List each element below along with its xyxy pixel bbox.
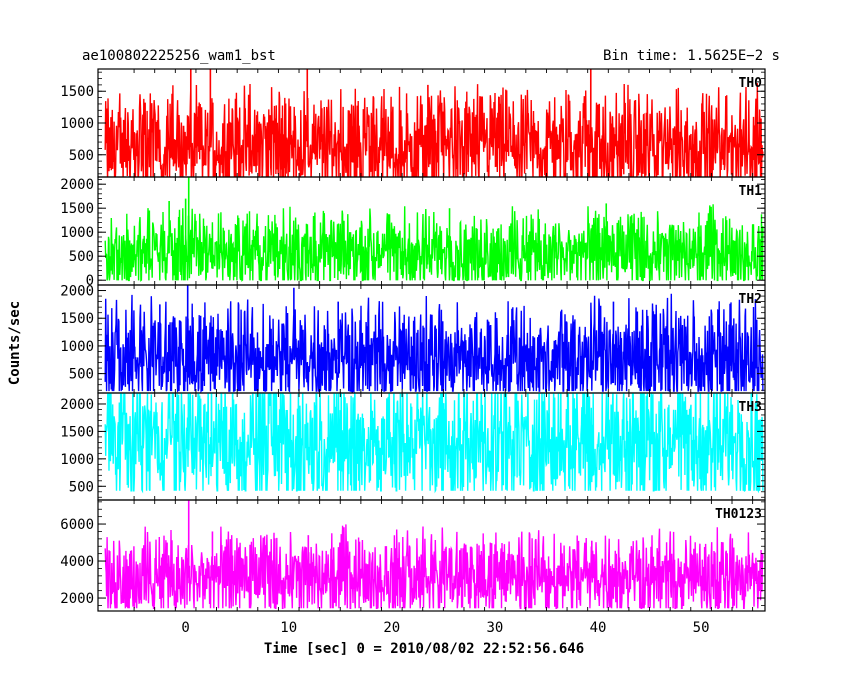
series-line-th1 (104, 204, 764, 282)
y-tick-label: 1000 (60, 116, 94, 132)
y-axis-title: Counts/sec (7, 301, 23, 385)
panels-group: 500 1000 1500 TH0 0 500 1000 1500 2000 TH1 500 1000… (60, 68, 766, 612)
panel-th2: 500 1000 1500 2000 TH2 (60, 284, 766, 394)
panel-th0123: 2000 4000 6000 TH0123 (60, 499, 766, 612)
y-tick-label: 500 (69, 249, 94, 265)
y-tick-label: 2000 (60, 177, 94, 193)
y-tick-label: 1500 (60, 424, 94, 440)
x-tick-label: 0 (181, 620, 189, 636)
y-tick-label: 2000 (60, 284, 94, 300)
y-tick-label: 0 (86, 273, 94, 289)
y-tick-label: 4000 (60, 554, 94, 570)
y-tick-label: 500 (69, 367, 94, 383)
y-tick-label: 1000 (60, 339, 94, 355)
y-tick-label: 1000 (60, 452, 94, 468)
panel-th0: 500 1000 1500 TH0 (60, 68, 766, 178)
y-tick-label: 2000 (60, 591, 94, 607)
y-tick-label: 500 (69, 479, 94, 495)
panel-th3: 500 1000 1500 2000 TH3 (60, 392, 766, 501)
x-tick-label: 40 (590, 620, 607, 636)
panel-th1: 0 500 1000 1500 2000 TH1 (60, 176, 766, 289)
y-tick-label: 1500 (60, 84, 94, 100)
series-line-th2 (104, 293, 764, 393)
panel-label-th0: TH0 (739, 76, 763, 91)
y-tick-label: 1500 (60, 201, 94, 217)
y-tick-label: 6000 (60, 517, 94, 533)
panel-label-th3: TH3 (739, 400, 762, 415)
x-axis-title: Time [sec] 0 = 2010/08/02 22:52:56.646 (264, 641, 584, 657)
panel-label-th0123: TH0123 (715, 507, 762, 522)
series-line-th3 (104, 393, 764, 494)
x-tick-label: 50 (693, 620, 710, 636)
x-axis: 0 10 20 30 40 50 (181, 620, 709, 636)
panel-label-th2: TH2 (739, 292, 762, 307)
bin-time-label: Bin time: 1.5625E−2 s (603, 48, 780, 64)
x-tick-label: 10 (280, 620, 297, 636)
plot-title: ae100802225256_wam1_bst (82, 48, 276, 64)
x-tick-label: 20 (383, 620, 400, 636)
y-tick-label: 500 (69, 148, 94, 164)
y-tick-label: 1500 (60, 311, 94, 327)
panel-label-th1: TH1 (739, 184, 763, 199)
series-line-th0 (104, 83, 764, 177)
y-tick-label: 2000 (60, 397, 94, 413)
panel-frame (97, 499, 766, 612)
y-tick-label: 1000 (60, 225, 94, 241)
series-line-th0123 (104, 524, 764, 609)
x-tick-label: 30 (486, 620, 503, 636)
